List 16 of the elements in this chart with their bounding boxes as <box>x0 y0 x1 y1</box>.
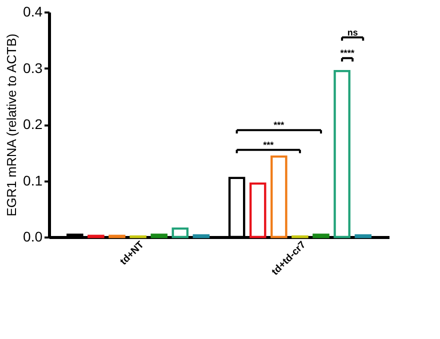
annotation: ns <box>347 27 358 38</box>
y-tick-label: 0.3 <box>23 60 43 76</box>
bar <box>172 227 189 238</box>
bar <box>334 70 350 238</box>
annotation: *** <box>274 120 285 130</box>
y-tick-label: 0.0 <box>23 228 43 244</box>
bar <box>312 234 330 238</box>
y-tick-label: 0.4 <box>23 4 43 20</box>
bar <box>270 155 288 238</box>
bar <box>249 182 266 238</box>
bar <box>150 234 168 238</box>
annotation: *** <box>263 140 274 150</box>
y-tick-label: 0.2 <box>23 116 43 132</box>
y-axis-title: EGR1 mRNA (relative to ACTB) <box>4 34 20 216</box>
annotation: **** <box>340 48 355 58</box>
y-tick-label: 0.1 <box>23 172 43 188</box>
